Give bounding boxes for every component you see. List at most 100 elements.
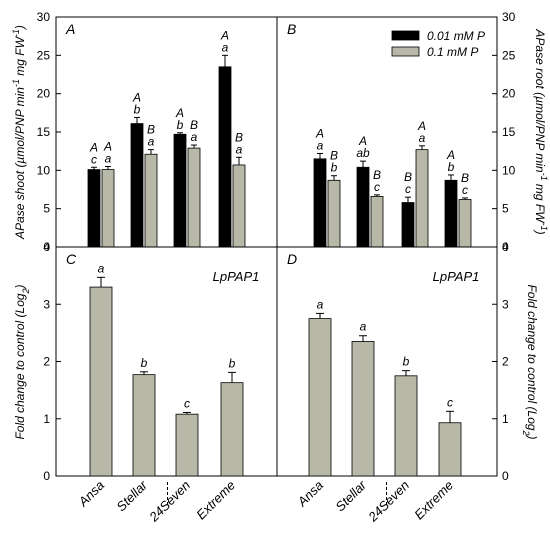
bar xyxy=(132,374,156,477)
bar xyxy=(220,382,244,477)
bar xyxy=(232,164,246,248)
bar xyxy=(175,413,199,477)
bar xyxy=(308,318,332,477)
significance-upper: A xyxy=(446,148,455,162)
significance-upper: A xyxy=(103,140,112,154)
significance-upper: A xyxy=(315,126,324,140)
significance-lower: a xyxy=(191,130,198,144)
y-tick-label: 15 xyxy=(502,125,516,139)
significance-letter: c xyxy=(184,396,190,410)
y-tick-label: 2 xyxy=(502,355,509,369)
significance-upper: A xyxy=(89,140,98,154)
category-label: Ansa xyxy=(75,478,107,510)
significance-lower: b xyxy=(331,161,338,175)
significance-letter: b xyxy=(229,356,236,370)
panel-letter: B xyxy=(287,21,296,37)
significance-lower: a xyxy=(419,131,426,145)
significance-upper: B xyxy=(235,130,243,144)
significance-letter: b xyxy=(403,355,410,369)
y-tick-label: 10 xyxy=(502,163,516,177)
bar xyxy=(144,153,158,248)
significance-letter: a xyxy=(98,261,105,275)
gene-label: LpPAP1 xyxy=(213,269,260,284)
significance-lower: a xyxy=(317,138,324,152)
bar xyxy=(356,166,370,248)
bar xyxy=(438,422,462,477)
significance-lower: c xyxy=(405,182,411,196)
significance-lower: c xyxy=(374,180,380,194)
y-tick-label: 20 xyxy=(502,87,516,101)
panel-letter: D xyxy=(287,251,297,267)
bar xyxy=(89,286,113,477)
category-label: Ansa xyxy=(294,478,326,510)
y-axis-title: APase root (µmol/PNP min-1 mg FW-1) xyxy=(533,28,549,234)
y-tick-label: 20 xyxy=(37,87,51,101)
bar xyxy=(218,66,232,248)
significance-upper: A xyxy=(220,28,229,42)
y-axis-title: APase shoot (µmol/PNP min-1 mg FW-1) xyxy=(11,25,27,240)
y-tick-label: 25 xyxy=(37,48,51,62)
y-tick-label: 4 xyxy=(502,240,509,254)
significance-upper: A xyxy=(417,119,426,133)
bar xyxy=(401,202,415,248)
category-label: Extreme xyxy=(411,478,456,523)
bar xyxy=(415,149,429,248)
y-tick-label: 15 xyxy=(37,125,51,139)
category-label: Stellar xyxy=(332,477,369,514)
significance-upper: B xyxy=(190,118,198,132)
category-label: 24Seven xyxy=(146,478,194,526)
significance-letter: a xyxy=(360,320,367,334)
bar xyxy=(351,341,375,477)
y-axis-title: Fold change to control (Log2) xyxy=(13,284,31,439)
y-tick-label: 3 xyxy=(43,297,50,311)
bar xyxy=(394,375,418,477)
y-axis-title: Fold change to control (Log2) xyxy=(521,284,539,439)
significance-lower: b xyxy=(448,160,455,174)
legend-label: 0.1 mM P xyxy=(427,45,478,59)
y-tick-label: 1 xyxy=(43,412,50,426)
significance-lower: b xyxy=(177,118,184,132)
bar xyxy=(313,158,327,248)
significance-letter: a xyxy=(317,297,324,311)
significance-lower: a xyxy=(105,152,112,166)
y-tick-label: 5 xyxy=(502,202,509,216)
significance-upper: B xyxy=(373,168,381,182)
significance-lower: ab xyxy=(356,146,370,160)
y-tick-label: 5 xyxy=(43,202,50,216)
y-tick-label: 25 xyxy=(502,48,516,62)
y-tick-label: 2 xyxy=(43,355,50,369)
axis-labels: APase shoot (µmol/PNP min-1 mg FW-1) APas… xyxy=(11,25,549,440)
y-tick-label: 30 xyxy=(37,10,51,24)
y-tick-label: 0 xyxy=(43,469,50,483)
significance-lower: a xyxy=(148,135,155,149)
y-tick-label: 30 xyxy=(502,10,516,24)
bar xyxy=(173,133,187,248)
significance-upper: A xyxy=(358,134,367,148)
legend-swatch xyxy=(391,30,420,41)
y-tick-label: 0 xyxy=(502,240,509,254)
bar xyxy=(101,169,115,248)
bar xyxy=(187,147,201,248)
bar xyxy=(327,179,341,248)
bar xyxy=(458,199,472,248)
y-tick-label: 0 xyxy=(43,240,50,254)
significance-upper: A xyxy=(175,106,184,120)
significance-upper: B xyxy=(330,149,338,163)
y-tick-label: 10 xyxy=(37,163,51,177)
significance-lower: c xyxy=(462,183,468,197)
significance-upper: B xyxy=(461,171,469,185)
panel-letter: A xyxy=(65,21,75,37)
significance-letter: c xyxy=(447,395,453,409)
significance-lower: a xyxy=(222,40,229,54)
significance-lower: b xyxy=(134,102,141,116)
y-tick-label: 1 xyxy=(502,412,509,426)
significance-letter: b xyxy=(141,356,148,370)
legend-swatch xyxy=(391,46,420,57)
bar xyxy=(87,169,101,248)
y-tick-label: 4 xyxy=(43,240,50,254)
bar xyxy=(370,195,384,248)
